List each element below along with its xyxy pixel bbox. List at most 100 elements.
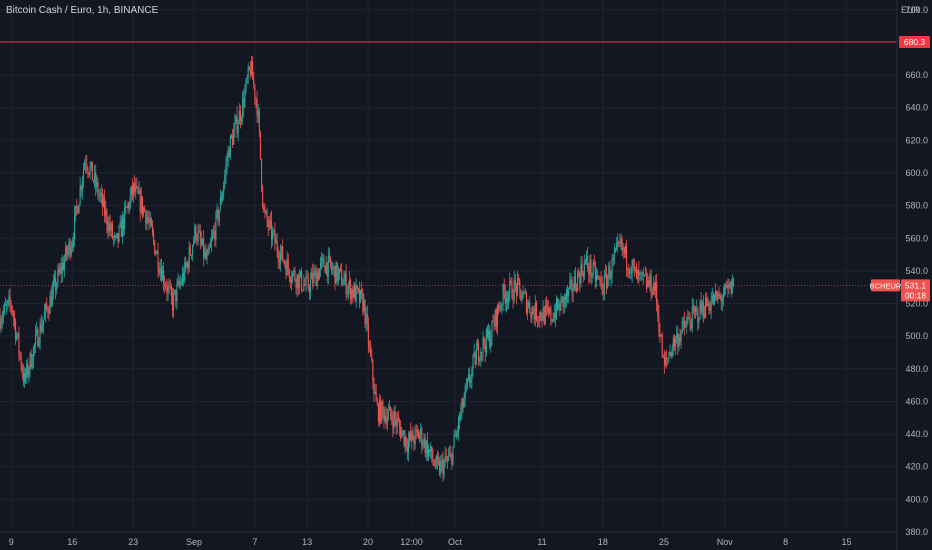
candle-body xyxy=(79,186,81,205)
candle-body xyxy=(198,231,200,232)
candle-body xyxy=(16,335,18,340)
candle-body xyxy=(252,61,254,80)
candle-body xyxy=(567,290,569,297)
candle-body xyxy=(51,289,53,307)
candle-body xyxy=(275,240,277,244)
price-tick-label: 580.0 xyxy=(905,201,928,211)
candle-body xyxy=(118,226,120,242)
candle-body xyxy=(357,288,359,290)
candle-body xyxy=(181,273,184,284)
candle-body xyxy=(401,431,403,438)
candle-body xyxy=(291,279,293,283)
candle-body xyxy=(489,330,491,348)
candle-body xyxy=(579,274,581,284)
price-tick-label: 480.0 xyxy=(905,364,928,374)
candle-body xyxy=(387,410,389,418)
candle-body xyxy=(493,322,495,327)
candle-body xyxy=(550,308,552,322)
candle-body xyxy=(12,312,14,318)
candle-body xyxy=(549,308,551,313)
candle-body xyxy=(174,289,176,293)
candle-body xyxy=(334,266,336,284)
candle-body xyxy=(297,274,299,289)
time-tick-label: 20 xyxy=(363,537,373,547)
candle-body xyxy=(279,252,282,263)
candle-body xyxy=(711,295,713,302)
candle-body xyxy=(563,295,565,307)
candle-body xyxy=(622,247,624,250)
candle-body xyxy=(598,276,600,278)
candle-body xyxy=(421,428,423,446)
candle-body xyxy=(46,303,48,309)
candle-body xyxy=(677,333,679,348)
candle-body xyxy=(432,458,434,462)
candle-body xyxy=(585,256,588,261)
candle-body xyxy=(150,218,152,227)
candle-body xyxy=(663,356,665,365)
candle-body xyxy=(333,266,335,269)
candle-body xyxy=(600,279,602,282)
candle-body xyxy=(243,97,245,107)
price-tick-label: 460.0 xyxy=(905,396,928,406)
candle-body xyxy=(23,373,26,383)
price-axis-unit: EUR xyxy=(900,5,920,15)
candle-body xyxy=(475,349,477,365)
candle-body xyxy=(703,315,706,318)
candle-body xyxy=(223,185,225,194)
candle-body xyxy=(199,231,201,241)
candle-body xyxy=(568,287,570,297)
symbol-legend[interactable]: Bitcoin Cash / Euro, 1h, BINANCE xyxy=(6,5,159,16)
candle-body xyxy=(108,222,110,232)
candle-body xyxy=(396,419,398,426)
candle-body xyxy=(414,428,416,445)
candle-body xyxy=(324,266,326,273)
candle-body xyxy=(187,262,189,269)
time-tick-label: 23 xyxy=(128,537,138,547)
candle-body xyxy=(137,187,139,194)
candle-body xyxy=(147,217,149,221)
candle-body xyxy=(37,329,39,347)
candle-body xyxy=(682,321,684,323)
candle-body xyxy=(716,290,718,300)
candle-body xyxy=(130,185,132,196)
candle-body xyxy=(335,262,337,284)
candle-body xyxy=(374,391,376,394)
candle-body xyxy=(564,295,566,300)
candle-body xyxy=(345,273,347,295)
candle-body xyxy=(32,347,34,364)
candle-body xyxy=(173,292,175,311)
candle-body xyxy=(676,333,678,340)
candle-body xyxy=(309,279,312,293)
candle-body xyxy=(436,456,438,461)
candle-body xyxy=(111,224,113,238)
candle-body xyxy=(109,222,111,231)
candle-body xyxy=(260,159,263,188)
candle-body xyxy=(140,196,142,213)
price-axis-panel[interactable] xyxy=(897,0,932,550)
candle-body xyxy=(519,280,521,290)
time-tick-label: 15 xyxy=(842,537,852,547)
candle-body xyxy=(363,300,365,312)
candle-body xyxy=(584,260,586,263)
candle-body xyxy=(613,252,615,259)
candle-body xyxy=(383,409,385,421)
time-axis-panel[interactable] xyxy=(0,532,897,550)
candles[interactable] xyxy=(0,55,734,482)
candle-body xyxy=(513,279,515,301)
candle-body xyxy=(233,130,235,145)
candle-body xyxy=(82,169,85,181)
candle-body xyxy=(628,269,630,274)
candle-body xyxy=(691,306,693,329)
candle-body xyxy=(695,308,697,312)
candle-body xyxy=(370,345,372,356)
candle-body xyxy=(652,283,654,295)
candle-body xyxy=(60,267,62,274)
candle-body xyxy=(545,305,548,307)
price-tick-label: 620.0 xyxy=(905,135,928,145)
candle-body xyxy=(114,235,116,238)
candle-body xyxy=(678,337,680,348)
candle-body xyxy=(667,358,669,360)
candle-body xyxy=(697,308,699,323)
candle-body xyxy=(409,432,411,441)
